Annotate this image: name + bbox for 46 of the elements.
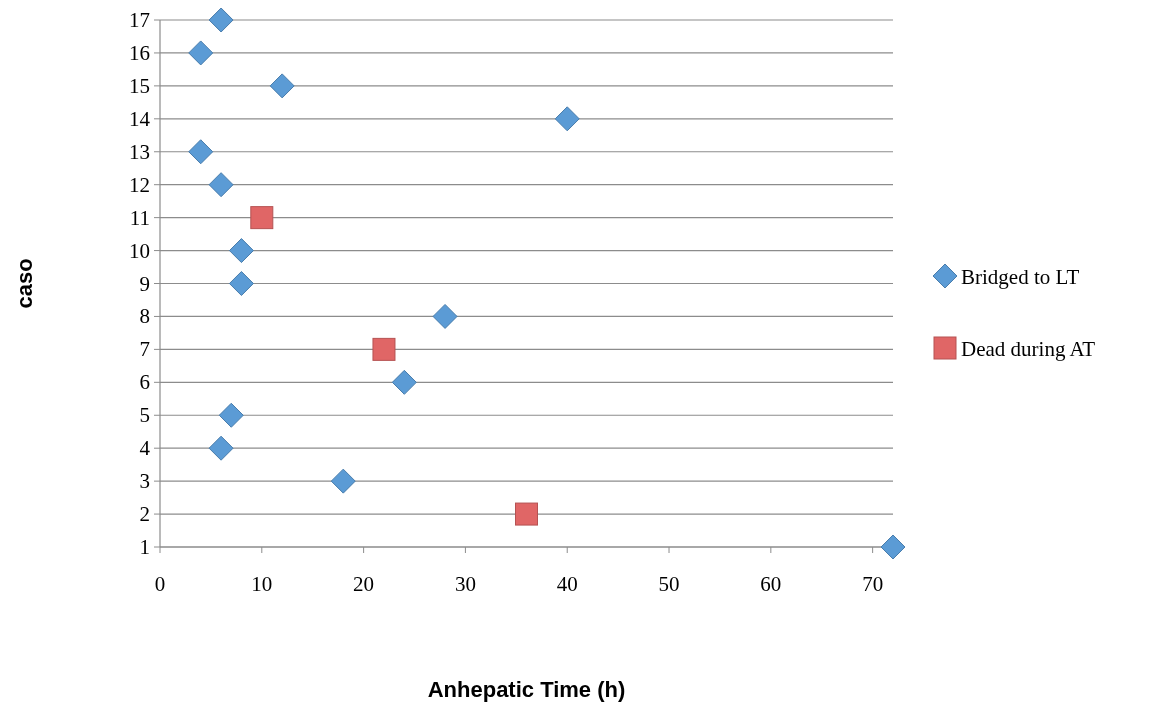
point <box>228 238 254 264</box>
y-axis-title: caso <box>12 258 37 309</box>
y-tick-label: 14 <box>129 106 151 131</box>
x-tick-label: 0 <box>154 572 166 596</box>
point <box>208 172 234 198</box>
x-tick-label: 40 <box>556 572 578 596</box>
y-tick-label: 1 <box>139 535 150 559</box>
y-tick-label: 9 <box>139 271 150 296</box>
legend-label: Bridged to LT <box>961 265 1080 289</box>
legend-label: Dead during AT <box>961 337 1096 361</box>
point <box>880 534 906 560</box>
x-tick-label: 60 <box>760 572 782 596</box>
point <box>554 106 580 132</box>
y-tick-label: 10 <box>129 238 150 263</box>
x-axis-title: Anhepatic Time (h) <box>427 677 626 702</box>
point <box>188 139 214 165</box>
y-tick-label: 11 <box>129 205 150 230</box>
point <box>391 369 417 395</box>
point <box>269 73 295 99</box>
x-tick-label: 70 <box>862 572 884 596</box>
point <box>218 402 244 428</box>
y-tick-label: 8 <box>139 304 150 329</box>
y-tick-label: 6 <box>139 370 150 395</box>
y-tick-label: 15 <box>129 73 150 98</box>
x-tick-label: 30 <box>454 572 476 596</box>
y-tick-label: 12 <box>129 172 150 197</box>
point <box>228 271 254 296</box>
y-tick-label: 4 <box>139 436 151 461</box>
y-tick-label: 7 <box>139 337 150 362</box>
y-tick-label: 5 <box>139 403 150 428</box>
point <box>250 206 274 230</box>
point <box>515 502 538 526</box>
point <box>432 303 458 329</box>
y-tick-label: 16 <box>129 40 150 65</box>
point <box>330 468 356 494</box>
point <box>208 435 234 461</box>
x-tick-label: 50 <box>658 572 680 596</box>
x-tick-label: 20 <box>353 572 375 596</box>
y-tick-label: 2 <box>139 502 150 527</box>
y-tick-label: 13 <box>129 139 150 164</box>
y-tick-label: 17 <box>129 8 150 32</box>
point <box>208 7 234 33</box>
y-tick-label: 3 <box>139 469 150 494</box>
x-tick-label: 10 <box>251 572 273 596</box>
point <box>188 40 214 66</box>
point <box>372 337 396 361</box>
